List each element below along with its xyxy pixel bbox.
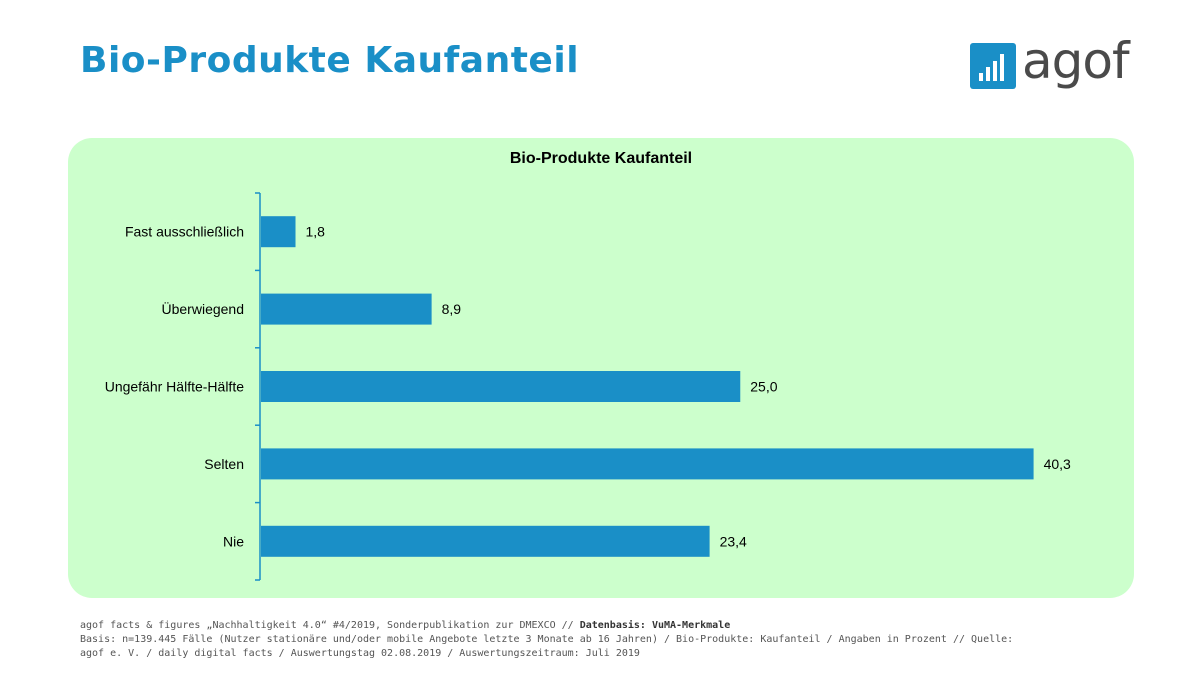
category-label: Nie <box>223 533 244 549</box>
bar <box>261 525 710 557</box>
bar <box>261 293 432 325</box>
footer-data-basis: Datenbasis: VuMA-Merkmale <box>579 620 731 631</box>
chart-panel: Bio-Produkte Kaufanteil Fast ausschließl… <box>68 138 1134 598</box>
logo-text: agof <box>1022 32 1130 90</box>
bar <box>261 216 296 248</box>
category-label: Überwiegend <box>162 300 245 317</box>
category-label: Selten <box>204 456 244 472</box>
bar <box>261 371 741 402</box>
data-label: 25,0 <box>750 379 777 395</box>
data-label: 23,4 <box>720 533 747 549</box>
footer-line-3: agof e. V. / daily digital facts / Auswe… <box>80 648 640 659</box>
agof-logo: agof <box>970 32 1140 95</box>
footer-publication: agof facts & figures „Nachhaltigkeit 4.0… <box>80 620 580 631</box>
footer-line-1: agof facts & figures „Nachhaltigkeit 4.0… <box>80 619 1140 633</box>
bar-chart: Fast ausschließlich 1,8 Überwiegend 8,9 Unge… <box>105 192 1071 581</box>
data-label: 1,8 <box>306 224 326 240</box>
page-title: Bio-Produkte Kaufanteil <box>80 40 580 81</box>
bar <box>261 448 1034 480</box>
category-label: Fast ausschließlich <box>125 224 244 240</box>
category-label: Ungefähr Hälfte-Hälfte <box>105 379 245 395</box>
footer-line-2: Basis: n=139.445 Fälle (Nutzer stationär… <box>80 634 1014 645</box>
bar-chart-icon <box>970 43 1016 89</box>
data-label: 8,9 <box>442 301 462 317</box>
footer-source: agof facts & figures „Nachhaltigkeit 4.0… <box>80 619 1140 661</box>
data-label: 40,3 <box>1044 456 1071 472</box>
chart-title: Bio-Produkte Kaufanteil <box>509 150 693 167</box>
